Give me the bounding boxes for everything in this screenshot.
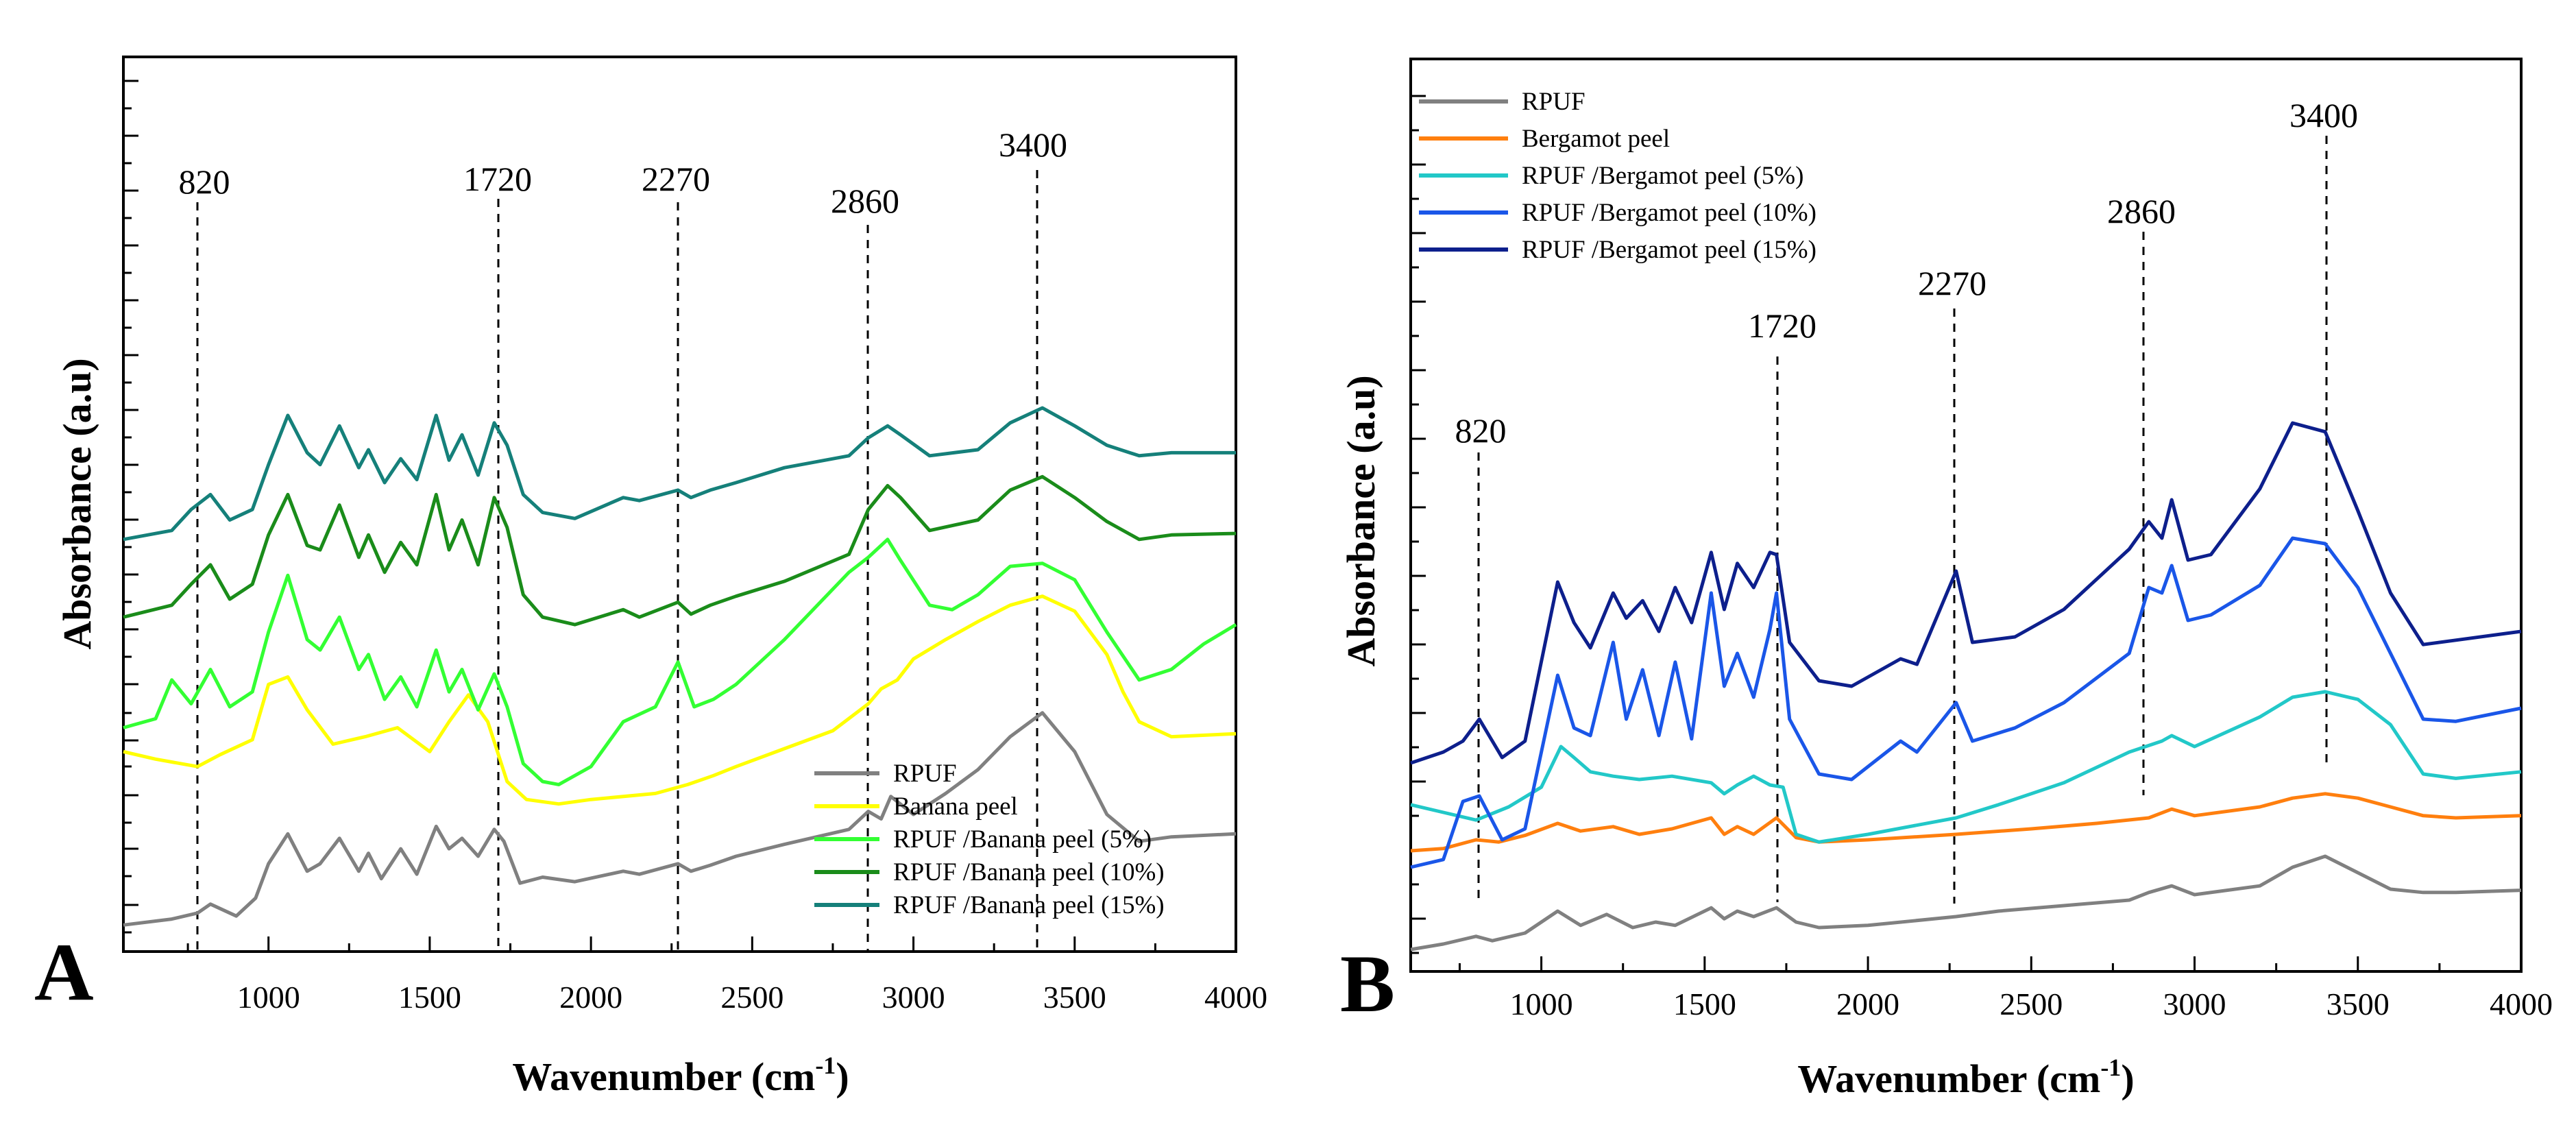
peak-label: 3400 <box>999 125 1067 164</box>
x-tick-label: 4000 <box>2490 987 2553 1021</box>
legend-label: RPUF /Banana peel (5%) <box>893 825 1152 854</box>
peak-label: 820 <box>179 162 230 201</box>
panel-b-peak-labels: 820 1720 2270 2860 3400 <box>1455 96 2359 450</box>
x-tick-label: 2500 <box>2000 987 2063 1021</box>
legend-label: RPUF /Bergamot peel (15%) <box>1522 236 1816 264</box>
panel-b-y-axis-label: Absorbance (a.u) <box>1339 375 1383 666</box>
legend-label: RPUF /Banana peel (15%) <box>893 891 1165 919</box>
panel-b-peak-lines <box>1477 136 2328 905</box>
panel-a-y-axis-label: Absorbance (a.u) <box>55 358 99 649</box>
legend-label: RPUF /Banana peel (10%) <box>893 858 1165 886</box>
panel-a-series <box>123 406 1237 927</box>
peak-label: 1720 <box>463 160 532 198</box>
panel-b-legend: RPUF Bergamot peel RPUF /Bergamot peel (5%… <box>1419 88 1816 264</box>
legend-label: RPUF /Bergamot peel (10%) <box>1522 199 1816 227</box>
legend-label: RPUF /Bergamot peel (5%) <box>1522 162 1803 190</box>
panel-a-x-tick-labels: 1000 1500 2000 2500 3000 3500 4000 <box>237 980 1267 1015</box>
x-tick-label: 2000 <box>1836 987 1899 1021</box>
panel-b-series <box>1410 421 2522 952</box>
series-line-3 <box>1410 690 2522 844</box>
panel-a-peak-lines <box>196 170 1038 952</box>
panel-b-x-tick-labels: 1000 1500 2000 2500 3000 3500 4000 <box>1510 987 2553 1021</box>
x-tick-label: 3500 <box>2326 987 2390 1021</box>
x-tick-label: 4000 <box>1204 980 1267 1015</box>
x-tick-label: 1500 <box>398 980 461 1015</box>
peak-label: 2270 <box>1918 264 1986 302</box>
panel-b-ticks <box>1411 95 2523 971</box>
panel-a-plot-frame <box>122 56 1237 953</box>
series-line-3 <box>123 537 1237 786</box>
peak-label: 1720 <box>1748 306 1816 345</box>
legend-label: RPUF <box>1522 88 1585 116</box>
panel-a-legend: RPUF Banana peel RPUF /Banana peel (5%) RPU… <box>814 760 1165 919</box>
panel-b-plot-frame <box>1409 58 2523 973</box>
panel-a-ticks <box>123 80 1237 952</box>
panel-a-label: A <box>34 926 94 1017</box>
peak-label: 2860 <box>831 182 899 220</box>
panel-a-peak-labels: 820 1720 2270 2860 3400 <box>179 125 1068 220</box>
peak-label: 2270 <box>642 160 710 198</box>
series-line-5 <box>1410 421 2522 765</box>
x-tick-label: 2000 <box>559 980 622 1015</box>
x-tick-label: 3500 <box>1043 980 1106 1015</box>
series-line-4 <box>123 474 1237 627</box>
peak-label: 820 <box>1455 411 1507 450</box>
series-line-1 <box>1410 854 2522 952</box>
panel-a: 820 1720 2270 2860 3400 1000 1500 2000 2500 3000… <box>34 56 1267 1099</box>
series-line-2 <box>1410 792 2522 853</box>
legend-label: Bergamot peel <box>1522 125 1670 153</box>
x-tick-label: 1500 <box>1673 987 1736 1021</box>
panel-b-x-axis-label: Wavenumber (cm-1) <box>1797 1054 2134 1101</box>
series-line-1 <box>123 711 1237 927</box>
x-tick-label: 2500 <box>720 980 783 1015</box>
x-tick-label: 1000 <box>237 980 300 1015</box>
peak-label: 2860 <box>2107 192 2176 230</box>
series-line-4 <box>1410 536 2522 869</box>
panel-b-label: B <box>1340 938 1395 1029</box>
series-line-2 <box>123 594 1237 806</box>
panel-a-x-axis-label: Wavenumber (cm-1) <box>512 1052 849 1099</box>
x-tick-label: 3000 <box>882 980 945 1015</box>
series-line-5 <box>123 406 1236 542</box>
legend-label: Banana peel <box>893 793 1018 821</box>
legend-label: RPUF <box>893 760 957 788</box>
x-tick-label: 1000 <box>1510 987 1573 1021</box>
peak-label: 3400 <box>2289 96 2358 134</box>
panel-b: 820 1720 2270 2860 3400 1000 1500 2000 2500 3000… <box>1339 58 2553 1101</box>
x-tick-label: 3000 <box>2163 987 2226 1021</box>
